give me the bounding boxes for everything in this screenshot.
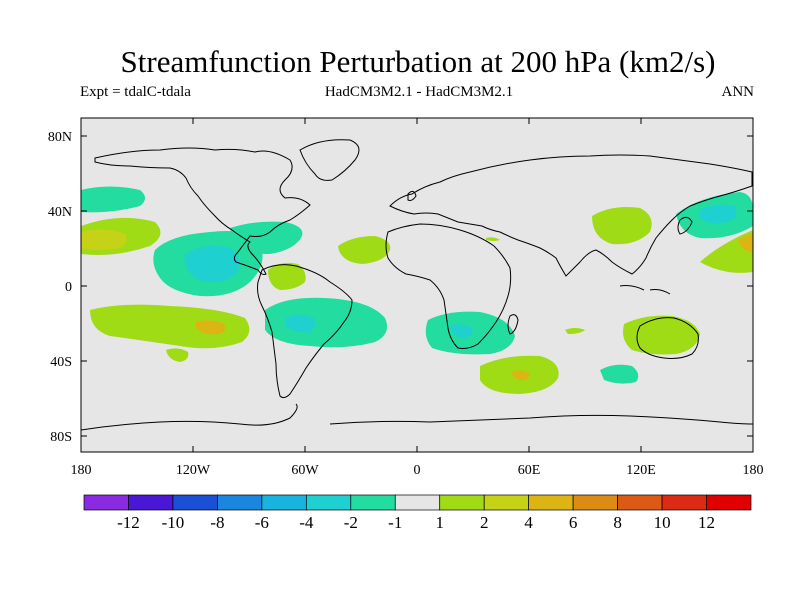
longitude-axis: 180 120W 60W 0 60E 120E 180 [71,118,764,478]
colorbar-label: -10 [162,513,185,532]
anomaly-positive [90,304,250,349]
colorbar-label: -12 [117,513,140,532]
colorbar-swatch [439,494,485,511]
coastline-north-america [94,147,311,275]
lon-label: 120E [626,463,656,478]
lon-label: 60W [291,463,319,478]
lat-label: 80N [48,130,72,145]
anomaly-fields [81,186,753,394]
latitude-axis: 80N 40N 0 40S 80S [48,130,753,445]
anomaly-positive [338,236,391,264]
colorbar-swatch [83,494,129,511]
colorbar-swatch [661,494,707,511]
model-label: HadCM3M2.1 - HadCM3M2.1 [324,84,514,100]
coastline-indonesia [619,285,671,295]
figure-title: Streamfunction Perturbation at 200 hPa (… [120,44,716,79]
coastline-south-america [257,264,353,399]
colorbar-swatch [483,494,530,511]
anomaly-positive-strong [738,234,753,252]
lat-label: 40S [50,355,72,370]
colorbar-label: 10 [654,513,671,532]
lat-label: 0 [65,280,72,295]
colorbar-label: -6 [255,513,269,532]
anomaly-positive [486,237,500,241]
anomaly-negative-strong [700,204,737,224]
anomaly-negative [265,297,388,348]
anomaly-negative [600,364,639,384]
colorbar: -12 -10 -8 -6 -4 -2 -1 1 2 4 6 8 10 12 [83,494,752,532]
anomaly-positive [592,207,652,245]
colorbar-swatch [261,494,307,511]
colorbar-label: -8 [210,513,224,532]
colorbar-label: 6 [569,513,578,532]
colorbar-label: 1 [435,513,444,532]
colorbar-label: -2 [344,513,358,532]
colorbar-swatch [706,494,752,511]
colorbar-label: 2 [480,513,489,532]
coastline-madagascar [507,314,519,335]
colorbar-swatch [217,494,263,511]
anomaly-positive-strong [81,229,127,250]
anomaly-positive-strong [196,320,226,335]
colorbar-swatch [172,494,218,511]
coastline-antarctica [80,403,754,431]
coastlines [80,139,754,431]
lat-label: 40N [48,205,72,220]
coastline-uk [407,190,417,201]
lon-label: 180 [71,463,92,478]
coastline-greenland [299,139,360,181]
season-label: ANN [721,84,755,100]
colorbar-label: 4 [524,513,533,532]
anomaly-positive-strong [512,370,530,380]
lon-label: 0 [414,463,421,478]
coastline-australia [636,317,699,359]
anomaly-positive [166,348,189,362]
colorbar-swatch [394,494,441,511]
colorbar-swatch [528,494,574,511]
anomaly-negative-strong [450,324,473,338]
coastline-africa [385,223,512,349]
lon-label: 180 [743,463,764,478]
colorbar-swatch [350,494,396,511]
lon-label: 60E [518,463,541,478]
experiment-label: Expt = tdalC-tdala [80,84,191,100]
anomaly-positive [623,315,700,355]
anomaly-negative [81,186,145,213]
colorbar-swatch [128,494,174,511]
anomaly-negative-strong [286,315,316,333]
colorbar-label: -1 [388,513,402,532]
colorbar-label: 12 [698,513,715,532]
lat-label: 80S [50,430,72,445]
coastline-japan [677,216,693,235]
anomaly-positive [565,328,585,334]
colorbar-label: -4 [299,513,314,532]
colorbar-swatch [617,494,663,511]
colorbar-swatch [305,494,352,511]
colorbar-swatch [572,494,618,511]
anomaly-positive [268,262,306,290]
anomaly-negative-strong [184,246,240,282]
coastline-eurasia [389,154,753,277]
colorbar-label: 8 [613,513,622,532]
lon-label: 120W [176,463,211,478]
